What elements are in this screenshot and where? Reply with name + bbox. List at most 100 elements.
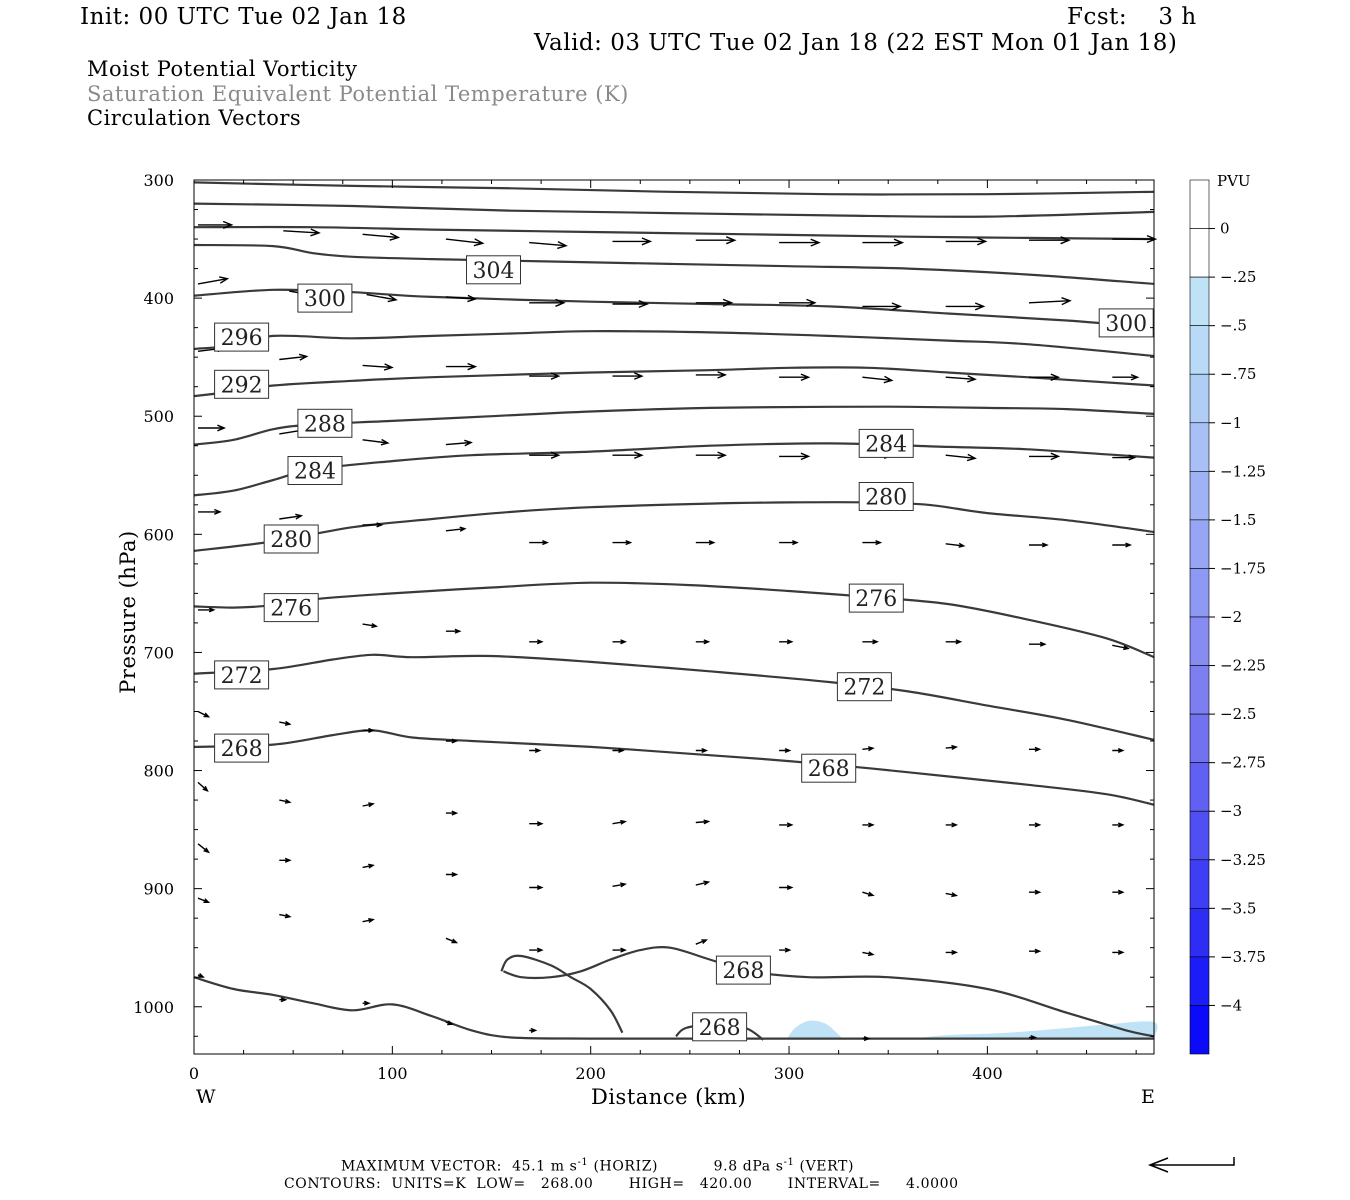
circulation-vector (362, 863, 375, 869)
contour-308 (193, 225, 1155, 241)
negative-mpv-shading (787, 1020, 1158, 1039)
colorbar-swatch (1189, 665, 1210, 715)
contour-268 (193, 976, 1154, 1040)
circulation-vector (862, 302, 903, 311)
circulation-vector (366, 293, 398, 303)
colorbar-swatch (1189, 471, 1210, 521)
colorbar-swatch (1189, 713, 1210, 763)
colorbar-label: −4 (1220, 996, 1242, 1014)
circulation-vector (612, 639, 627, 645)
y-tick-label: 900 (143, 880, 174, 899)
negative-mpv-region (912, 1021, 1158, 1039)
circulation-vector (695, 371, 728, 379)
contour-label: 300 (1098, 308, 1154, 338)
colorbar-swatch (1189, 859, 1210, 909)
field-title-mpv: Moist Potential Vorticity (87, 57, 358, 81)
y-tick-label: 1000 (133, 998, 174, 1017)
circulation-vector (695, 639, 711, 645)
circulation-vector (283, 228, 321, 237)
circulation-vector (445, 738, 459, 744)
y-tick-label: 700 (143, 643, 174, 662)
max-horiz-unit: m s (550, 1158, 578, 1175)
contour-labels: 304 300 300 296 292 288 284 284 280 280 276 276 272 2… (214, 255, 1154, 1042)
colorbar-swatch (1189, 956, 1210, 1006)
colorbar-label: −1.25 (1220, 462, 1266, 480)
circulation-vector (695, 747, 709, 754)
circulation-vector (945, 822, 959, 828)
max-vert-exponent: -1 (783, 1157, 795, 1168)
contour-label-text: 292 (221, 373, 263, 398)
circulation-vector (1029, 822, 1042, 828)
circulation-vector (779, 747, 792, 754)
plot-frame (193, 179, 1155, 1055)
contour-268 (193, 729, 1155, 806)
contour-label: 284 (858, 428, 914, 458)
circulation-vector (1029, 1034, 1038, 1041)
contour-label: 268 (715, 955, 771, 985)
colorbar-label: −1.5 (1220, 511, 1256, 529)
colorbar-swatch (1189, 325, 1210, 375)
contour-label-text: 268 (722, 959, 764, 984)
contour-292 (193, 366, 1155, 398)
circulation-vector (779, 298, 817, 307)
circulation-vector (612, 451, 644, 459)
contour-label-text: 296 (221, 326, 263, 351)
contour-label: 288 (297, 408, 353, 438)
circulation-vector (779, 452, 811, 461)
negative-mpv-region (787, 1020, 843, 1039)
x-axis-title: Distance (km) (591, 1085, 747, 1109)
circulation-vector (529, 240, 568, 250)
contour-label: 300 (297, 283, 353, 313)
circulation-vector (529, 540, 549, 546)
circulation-vector (862, 1036, 871, 1042)
circulation-vector (1029, 373, 1061, 382)
circulation-vector (862, 822, 875, 828)
max-vert-unit: dPa s (742, 1158, 784, 1175)
circulation-vector (1112, 373, 1140, 381)
circulation-vector (529, 372, 561, 380)
circulation-vector (198, 424, 227, 432)
circulation-vector (529, 298, 566, 307)
circulation-vector (198, 220, 234, 229)
circulation-vector (198, 607, 216, 613)
valid-time: Valid: 03 UTC Tue 02 Jan 18 (22 EST Mon … (534, 30, 1178, 56)
colorbar-label: −1.75 (1220, 559, 1266, 577)
circulation-vector (1029, 236, 1071, 245)
colorbar-label: −3.75 (1220, 948, 1266, 966)
circulation-vector (612, 882, 627, 888)
y-axis-title: Pressure (hPa) (116, 530, 140, 694)
reference-vector-arrow (1147, 1157, 1235, 1173)
x-tick-label: 200 (575, 1064, 606, 1083)
circulation-vector (695, 540, 716, 546)
contour-label: 304 (466, 255, 521, 285)
circulation-vector (362, 232, 401, 241)
colorbar-label: −1 (1220, 414, 1242, 432)
circulation-vector (862, 238, 905, 247)
x-axis-west-label: W (196, 1086, 216, 1108)
circulation-vector (862, 891, 875, 897)
circulation-vector (779, 884, 794, 891)
contour-label-text: 300 (304, 287, 346, 312)
circulation-vector (529, 639, 544, 645)
contour-label: 268 (214, 733, 270, 763)
circulation-vector (529, 747, 542, 754)
circulation-vector (1112, 889, 1125, 895)
circulation-vector (445, 294, 478, 303)
circulation-vector (279, 353, 309, 361)
circulation-vector (862, 639, 879, 645)
circulation-vectors (197, 220, 1158, 1042)
circulation-vector (279, 997, 288, 1003)
max-vector-label: MAXIMUM VECTOR: (341, 1158, 502, 1175)
circulation-vector (279, 720, 292, 726)
circulation-vector (197, 276, 230, 285)
contour-label-text: 304 (473, 259, 515, 284)
contour-info-line: CONTOURS: UNITS=K LOW= 268.00 HIGH= 420.… (284, 1176, 959, 1192)
contour-label-text: 300 (1105, 312, 1147, 337)
circulation-vector (1112, 747, 1125, 754)
contour-label-text: 272 (221, 664, 263, 689)
circulation-vector (529, 821, 544, 827)
circulation-vector (612, 299, 650, 309)
y-tick-label: 800 (143, 762, 174, 781)
contour-272 (193, 653, 1155, 741)
circulation-vector (945, 237, 988, 246)
